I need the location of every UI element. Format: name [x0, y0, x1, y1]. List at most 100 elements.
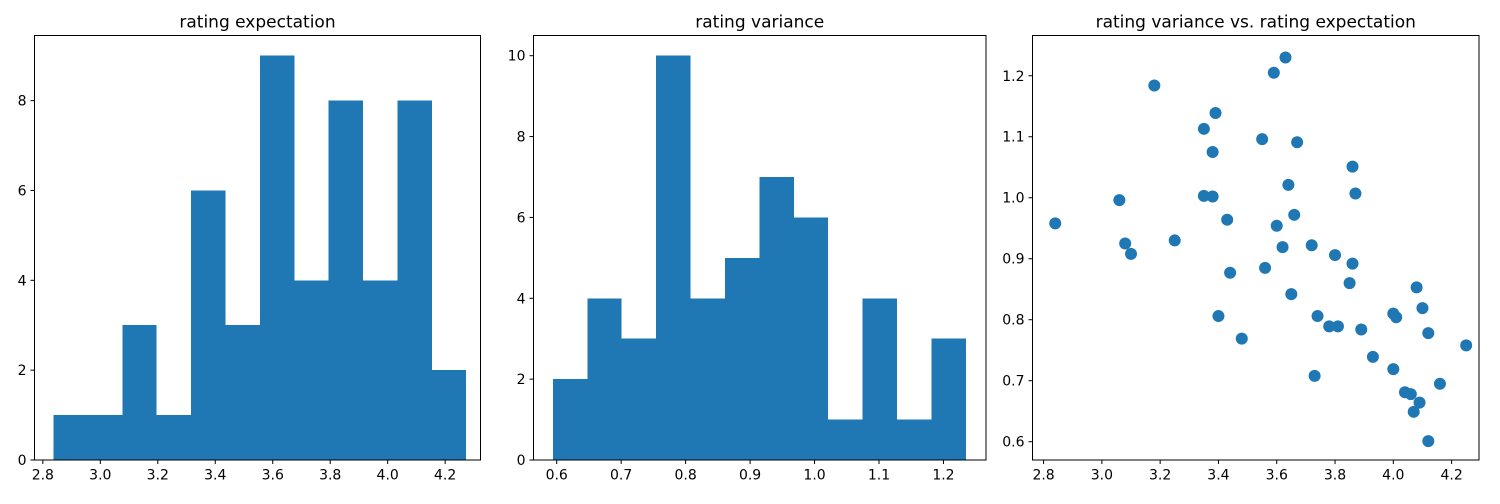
scatter-point [1422, 435, 1435, 448]
x-tick-label: 1.1 [868, 468, 890, 484]
axes-frame [34, 35, 481, 461]
histogram-bar [897, 419, 932, 460]
scatter-point [1329, 249, 1342, 262]
x-tick-label: 0.9 [739, 468, 761, 484]
histogram-bars [552, 55, 966, 460]
scatter-point [1119, 237, 1132, 250]
scatter-point [1349, 187, 1362, 200]
histogram-bar [225, 325, 260, 460]
histogram-bar [931, 338, 966, 460]
scatter-point [1291, 136, 1304, 149]
scatter-point [1323, 320, 1336, 333]
axes-frame [1032, 35, 1480, 461]
chart-title-rating-expectation: rating expectation [179, 13, 335, 33]
scatter-point [1288, 208, 1301, 221]
x-tick-label: 3.0 [89, 468, 111, 484]
y-tick-label: 4 [517, 291, 526, 307]
histogram-bar [53, 415, 88, 460]
chart-title-rating-variance: rating variance [695, 13, 824, 33]
x-tick-label: 3.4 [204, 468, 226, 484]
scatter-point [1433, 377, 1446, 390]
histogram-bar [328, 100, 364, 460]
histogram-bar [397, 100, 432, 460]
axes-scatter-variance-vs-expectation: 2.8 3.0 3.2 3.4 3.6 3.8 4.0 4.2 0.6 0.7 0.8 0.9 1.0 1… [1002, 35, 1480, 484]
scatter-point [1209, 106, 1222, 119]
x-tick-label: 1.2 [932, 468, 954, 484]
x-tick-label: 0.6 [546, 468, 568, 484]
histogram-bar [828, 419, 863, 460]
scatter-point [1460, 339, 1473, 352]
chart-title-scatter: rating variance vs. rating expectation [1096, 13, 1416, 33]
x-tick-label: 3.8 [1324, 468, 1346, 484]
histogram-bar [122, 325, 157, 460]
histogram-bar [862, 298, 898, 460]
y-tick-label: 0.8 [1002, 313, 1024, 329]
scatter-point [1308, 369, 1321, 382]
scatter-point [1390, 311, 1403, 324]
scatter-point [1285, 288, 1298, 301]
histogram-bar [259, 55, 295, 460]
scatter-point [1331, 320, 1344, 333]
scatter-point [1410, 281, 1423, 294]
y-tick-label: 10 [508, 49, 526, 65]
y-tick-label: 0.6 [1002, 435, 1024, 451]
scatter-point [1125, 247, 1138, 260]
axes-frame [533, 35, 987, 461]
histogram-bar [690, 298, 725, 460]
histogram-bar [191, 190, 226, 460]
scatter-point [1221, 213, 1234, 226]
histogram-bar [759, 177, 794, 460]
x-tick-label: 4.2 [1440, 468, 1462, 484]
y-tick-label: 2 [18, 363, 27, 379]
scatter-point [1346, 257, 1359, 270]
x-tick-label: 2.8 [1032, 468, 1054, 484]
scatter-point [1212, 310, 1225, 323]
scatter-point [1267, 66, 1280, 79]
scatter-point [1197, 189, 1210, 202]
histogram-bar [656, 55, 691, 460]
x-tick-label: 3.0 [1091, 468, 1113, 484]
histogram-bar [724, 257, 760, 460]
x-tick-label: 3.6 [262, 468, 284, 484]
x-tick-label: 3.8 [319, 468, 341, 484]
x-tick-label: 4.2 [434, 468, 456, 484]
y-tick-label: 0 [517, 453, 526, 469]
x-tick-label: 3.2 [1149, 468, 1171, 484]
histogram-bar [363, 280, 398, 460]
scatter-point [1276, 241, 1289, 254]
histogram-bar [431, 370, 467, 460]
scatter-point [1224, 266, 1237, 279]
histogram-bar [552, 379, 588, 460]
histogram-bar [587, 298, 622, 460]
y-tick-label: 0 [18, 453, 27, 469]
y-tick-label: 8 [18, 94, 27, 110]
y-tick-label: 2 [517, 372, 526, 388]
histogram-bar [294, 280, 329, 460]
scatter-point [1113, 194, 1126, 207]
y-tick-label: 0.7 [1002, 374, 1024, 390]
y-tick-label: 1.1 [1002, 130, 1024, 146]
histogram-bar [156, 415, 192, 460]
x-tick-label: 0.8 [674, 468, 696, 484]
scatter-point [1148, 79, 1161, 92]
scatter-point [1270, 219, 1283, 232]
scatter-point [1407, 405, 1420, 418]
histogram-bar [793, 217, 829, 460]
x-tick-label: 3.2 [147, 468, 169, 484]
axes-histogram-rating-expectation: 2.8 3.0 3.2 3.4 3.6 3.8 4.0 4.2 0 2 4 6 8 [18, 35, 481, 484]
scatter-point [1343, 277, 1356, 290]
scatter-point [1206, 145, 1219, 158]
y-tick-label: 1.0 [1002, 191, 1024, 207]
y-tick-label: 6 [18, 183, 27, 199]
x-tick-label: 4.0 [377, 468, 399, 484]
scatter-point [1404, 388, 1417, 401]
y-tick-label: 6 [517, 210, 526, 226]
scatter-point [1416, 302, 1429, 315]
scatter-point [1049, 217, 1062, 230]
histogram-bar [87, 415, 123, 460]
histogram-bars [53, 55, 467, 460]
scatter-point [1256, 133, 1269, 146]
y-tick-label: 8 [517, 130, 526, 146]
